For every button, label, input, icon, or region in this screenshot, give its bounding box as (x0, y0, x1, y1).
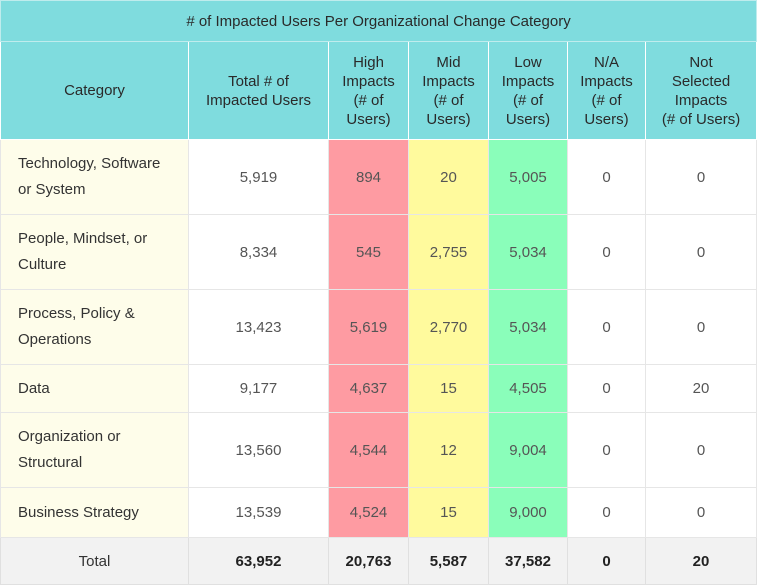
na-impacts-cell: 0 (567, 412, 646, 488)
total-cell: 5,919 (188, 139, 329, 215)
low-impacts-cell: 5,005 (488, 139, 568, 215)
category-line: Technology, Software (18, 155, 161, 172)
na-impacts-cell: 0 (567, 289, 646, 365)
category-line: Operations (18, 331, 92, 348)
category-cell: Data (0, 364, 189, 413)
category-column-header: Category (0, 41, 189, 140)
category-line: Process, Policy & (18, 305, 135, 322)
na-impacts-column-header: N/A Impacts (# of Users) (567, 41, 646, 140)
totals-mid-impacts-cell: 5,587 (408, 537, 489, 585)
category-line: Business Strategy (18, 503, 139, 521)
totals-low-impacts-cell: 37,582 (488, 537, 568, 585)
low-impacts-cell: 9,004 (488, 412, 568, 488)
not-selected-impacts-column-header: Not Selected Impacts (# of Users) (644, 41, 757, 140)
mid-impacts-column-header: Mid Impacts (# of Users) (408, 41, 489, 140)
totals-high-impacts-cell: 20,763 (328, 537, 409, 585)
header-line: N/A (593, 53, 619, 71)
mid-impacts-cell: 2,770 (408, 289, 489, 365)
totals-label: Total (0, 537, 189, 585)
header-line: Impacts (580, 72, 633, 90)
category-cell: Process, Policy & Operations (0, 289, 189, 365)
category-cell: Business Strategy (0, 487, 189, 538)
na-impacts-cell: 0 (567, 487, 646, 538)
category-line: Structural (18, 454, 83, 471)
header-line: (# of (353, 91, 384, 109)
na-impacts-cell: 0 (567, 364, 646, 413)
header-line: Impacts (501, 72, 555, 90)
high-impacts-cell: 4,524 (328, 487, 409, 538)
header-line: Users) (346, 110, 391, 128)
low-impacts-cell: 5,034 (488, 289, 568, 365)
header-line: (# of (512, 91, 543, 109)
category-line: or System (18, 181, 86, 198)
header-line: (# of Users) (661, 110, 741, 128)
mid-impacts-cell: 12 (408, 412, 489, 488)
mid-impacts-cell: 15 (408, 487, 489, 538)
category-line: Data (18, 379, 50, 397)
header-line: Impacts (674, 91, 728, 109)
table-row: People, Mindset, or Culture 8,334 545 2,755 5… (0, 214, 757, 290)
not-selected-impacts-cell: 0 (644, 487, 757, 538)
not-selected-impacts-cell: 20 (644, 364, 757, 413)
table-row: Process, Policy & Operations 13,423 5,619 2,… (0, 289, 757, 365)
header-line: Users) (505, 110, 551, 128)
mid-impacts-cell: 2,755 (408, 214, 489, 290)
header-line: Low (514, 53, 542, 71)
totals-na-impacts-cell: 0 (567, 537, 646, 585)
category-line: Culture (18, 256, 67, 273)
not-selected-impacts-cell: 0 (644, 289, 757, 365)
category-cell: Organization or Structural (0, 412, 189, 488)
header-line: Users) (584, 110, 629, 128)
na-impacts-cell: 0 (567, 214, 646, 290)
category-cell: Technology, Software or System (0, 139, 189, 215)
total-cell: 8,334 (188, 214, 329, 290)
header-line: Mid (436, 53, 461, 71)
mid-impacts-cell: 15 (408, 364, 489, 413)
high-impacts-cell: 894 (328, 139, 409, 215)
header-line: High (353, 53, 384, 71)
category-line: Organization or (18, 428, 121, 445)
high-impacts-cell: 5,619 (328, 289, 409, 365)
table-row: Business Strategy 13,539 4,524 15 9,000 0 0 (0, 487, 757, 538)
not-selected-impacts-cell: 0 (644, 412, 757, 488)
total-cell: 13,423 (188, 289, 329, 365)
high-impacts-cell: 545 (328, 214, 409, 290)
not-selected-impacts-cell: 0 (644, 139, 757, 215)
totals-not-selected-impacts-cell: 20 (644, 537, 757, 585)
header-line: Impacts (342, 72, 395, 90)
mid-impacts-cell: 20 (408, 139, 489, 215)
total-cell: 13,539 (188, 487, 329, 538)
header-line: Category (64, 82, 125, 99)
total-impacted-users-column-header: Total # of Impacted Users (188, 41, 329, 140)
high-impacts-cell: 4,544 (328, 412, 409, 488)
table-row: Organization or Structural 13,560 4,544 12 9,… (0, 412, 757, 488)
header-line: (# of (433, 91, 464, 109)
header-line: Impacted Users (205, 91, 312, 109)
total-cell: 13,560 (188, 412, 329, 488)
header-line: Selected (671, 72, 731, 90)
high-impacts-column-header: High Impacts (# of Users) (328, 41, 409, 140)
low-impacts-cell: 4,505 (488, 364, 568, 413)
totals-row: Total 63,952 20,763 5,587 37,582 0 20 (0, 537, 757, 585)
low-impacts-cell: 5,034 (488, 214, 568, 290)
na-impacts-cell: 0 (567, 139, 646, 215)
header-line: Impacts (422, 72, 475, 90)
low-impacts-cell: 9,000 (488, 487, 568, 538)
header-line: Total # of (228, 72, 289, 90)
table-row: Data 9,177 4,637 15 4,505 0 20 (0, 364, 757, 413)
table-title: # of Impacted Users Per Organizational C… (0, 0, 757, 42)
low-impacts-column-header: Low Impacts (# of Users) (488, 41, 568, 140)
header-line: Not (689, 53, 713, 71)
category-cell: People, Mindset, or Culture (0, 214, 189, 290)
not-selected-impacts-cell: 0 (644, 214, 757, 290)
table-row: Technology, Software or System 5,919 894 20 5… (0, 139, 757, 215)
total-cell: 9,177 (188, 364, 329, 413)
header-line: (# of (591, 91, 622, 109)
high-impacts-cell: 4,637 (328, 364, 409, 413)
totals-total-cell: 63,952 (188, 537, 329, 585)
header-line: Users) (426, 110, 471, 128)
category-line: People, Mindset, or (18, 230, 148, 247)
